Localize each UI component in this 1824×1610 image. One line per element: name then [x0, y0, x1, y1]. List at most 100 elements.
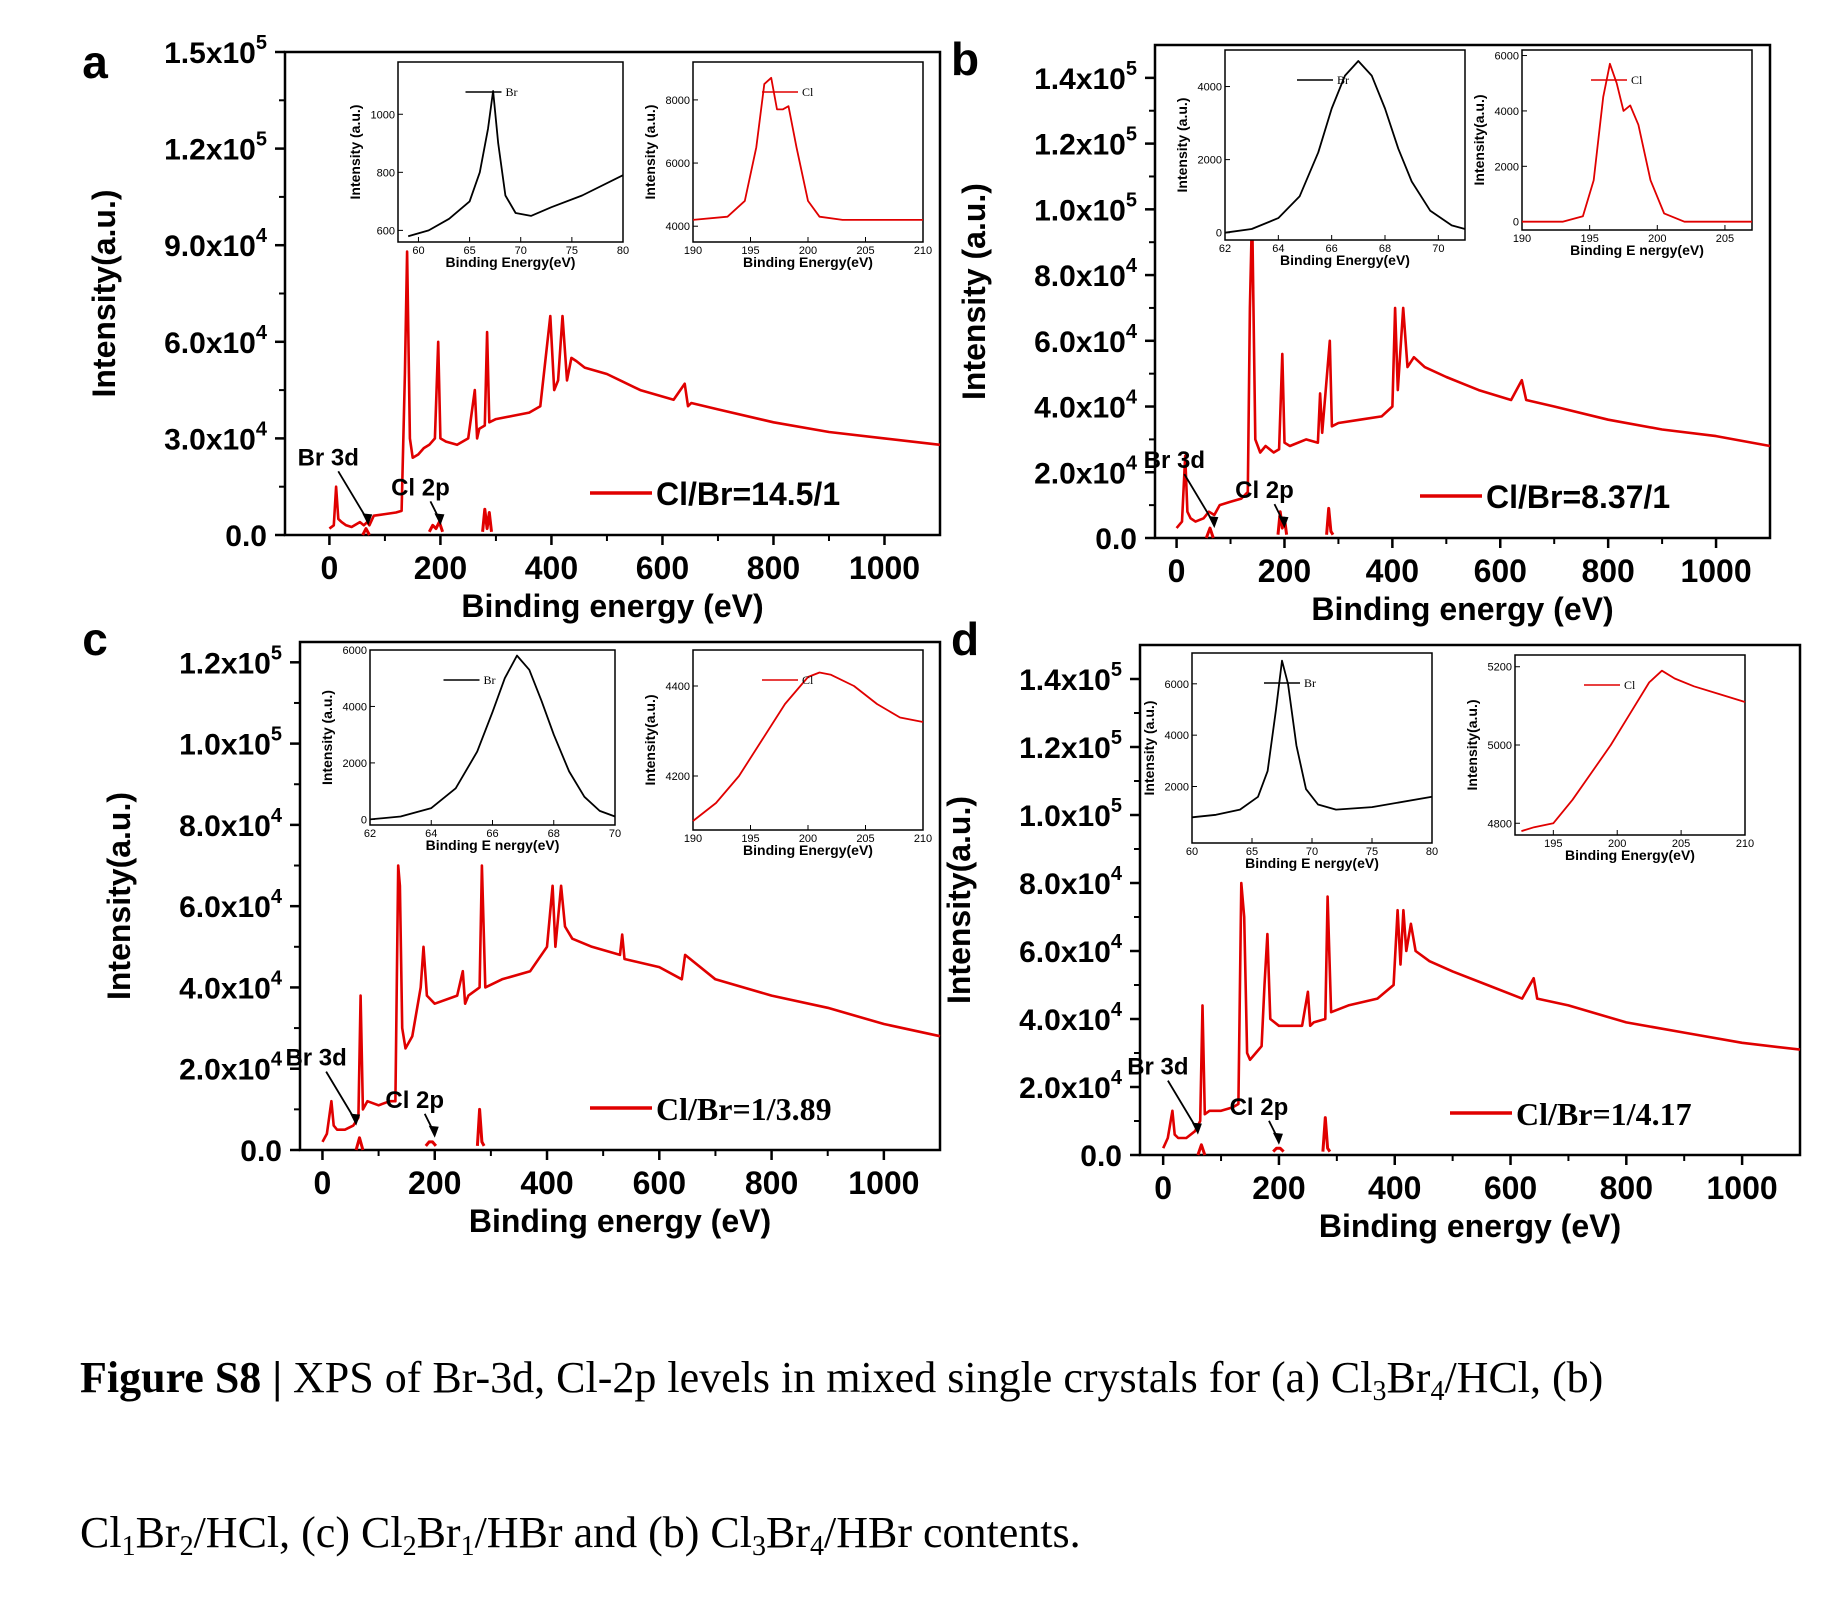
- inset-x-tick-label: 205: [1716, 233, 1734, 245]
- inset-x-tick-label: 195: [1580, 233, 1598, 245]
- inset-y-tick-label: 0: [1216, 228, 1222, 240]
- x-tick-label: 200: [1258, 553, 1311, 589]
- inset-x-tick-label: 200: [799, 245, 817, 257]
- x-tick-label: 0: [321, 550, 339, 586]
- series-line: [1325, 506, 1335, 536]
- inset-y-tick-label: 4000: [1198, 82, 1222, 94]
- series-line: [481, 507, 493, 532]
- annotation-arrow: [325, 1071, 357, 1123]
- inset-y-tick-label: 5000: [1488, 740, 1512, 752]
- y-tick-label: 0.0: [1080, 1140, 1122, 1173]
- inset-x-tick-label: 70: [1432, 243, 1444, 255]
- inset-x-tick-label: 195: [741, 833, 759, 845]
- inset-series-line: [1224, 60, 1466, 234]
- peak-annotation: Cl 2p: [1230, 1094, 1289, 1121]
- y-tick-mantissa: 1.2x10: [179, 647, 271, 680]
- y-tick-label: 9.0x104: [164, 225, 268, 263]
- inset-y-tick-label: 6000: [666, 158, 690, 170]
- panel-c: c0 200 400 600 800 10000.02.0x1044.0x1046.0x1…: [82, 613, 942, 1239]
- annotation-arrowhead: [362, 513, 373, 526]
- inset-legend-label: Cl: [1624, 678, 1636, 692]
- y-tick-mantissa: 1.0x10: [1019, 800, 1111, 833]
- y-tick-mantissa: 6.0x10: [164, 327, 256, 360]
- x-axis-label: Binding energy (eV): [1311, 591, 1613, 627]
- y-tick-label: 6.0x104: [164, 322, 268, 360]
- inset-legend-label: Br: [1337, 73, 1349, 87]
- inset-y-tick-label: 800: [377, 167, 395, 179]
- y-tick-exponent: 4: [271, 805, 283, 827]
- y-axis-label: Intensity (a.u.): [956, 183, 992, 400]
- figure-s8: a 0 200 400 600 800 1000 0.0 3.0x104 6.0x104 9.0x1…: [82, 32, 1802, 1244]
- y-tick-label: 1.2x105: [164, 129, 267, 167]
- inset-x-tick-label: 210: [914, 245, 932, 257]
- panel-d: d0 200 400 600 800 10000.02.0x1044.0x1046.0x1…: [941, 613, 1802, 1244]
- inset-x-tick-label: 60: [412, 245, 424, 257]
- inset-frame: [1224, 49, 1466, 241]
- inset-cl-plot: 190 195 200 205 210 4200 4400 Binding Energy(eV…: [642, 649, 932, 858]
- inset-frame: [1514, 654, 1746, 836]
- inset-y-tick-label: 5200: [1488, 662, 1512, 674]
- inset-x-tick-label: 68: [548, 828, 560, 840]
- series-line: [427, 520, 445, 533]
- inset-frame: [1521, 49, 1753, 231]
- figure-svg: a0 200 400 600 800 10000.03.0x1046.0x1049.0x1…: [82, 32, 1802, 1244]
- inset-y-tick-label: 600: [377, 225, 395, 237]
- series-line: [361, 527, 371, 536]
- caption-text: Br: [1386, 1353, 1431, 1402]
- y-tick-mantissa: 4.0x10: [1034, 392, 1126, 425]
- y-tick-label: 4.0x104: [1034, 387, 1138, 425]
- inset-x-tick-label: 60: [1186, 846, 1198, 858]
- y-axis-label: Intensity(a.u.): [101, 792, 137, 1000]
- annotation-arrowhead: [1191, 1122, 1202, 1135]
- inset-x-tick-label: 65: [1246, 846, 1258, 858]
- x-tick-label: 600: [1484, 1170, 1537, 1206]
- x-tick-label: 800: [745, 1165, 798, 1201]
- y-tick-exponent: 4: [1126, 321, 1138, 343]
- y-tick-exponent: 4: [1126, 452, 1138, 474]
- peak-annotation: Cl 2p: [1235, 477, 1294, 504]
- y-tick-exponent: 4: [1111, 931, 1123, 953]
- caption-subscript: 1: [121, 1531, 136, 1562]
- annotation-arrowhead: [434, 513, 445, 526]
- y-tick-exponent: 4: [1111, 863, 1123, 885]
- inset-x-tick-label: 70: [1306, 846, 1318, 858]
- panel-b: b0 200 400 600 800 10000.02.0x1044.0x1046.0x1…: [951, 33, 1772, 627]
- inset-x-tick-label: 62: [364, 828, 376, 840]
- inset-series-line: [369, 654, 616, 821]
- inset-y-tick-label: 4400: [666, 681, 690, 693]
- annotation-arrowhead: [350, 1113, 361, 1126]
- inset-x-tick-label: 66: [1326, 243, 1338, 255]
- peak-annotation: Cl 2p: [385, 1087, 444, 1114]
- x-tick-label: 200: [414, 550, 467, 586]
- y-tick-mantissa: 1.5x10: [164, 37, 256, 70]
- y-tick-mantissa: 1.2x10: [1019, 732, 1111, 765]
- y-tick-label: 6.0x104: [1019, 931, 1123, 969]
- inset-cl-plot: 190 195 200 205 0 2000 4000 6000 Binding E nergy…: [1471, 49, 1753, 258]
- panel-label: a: [82, 36, 108, 88]
- x-tick-label: 200: [408, 1165, 461, 1201]
- inset-y-tick-label: 4000: [343, 701, 367, 713]
- inset-y-tick-label: 2000: [1165, 782, 1189, 794]
- inset-x-tick-label: 210: [1736, 838, 1754, 850]
- inset-x-tick-label: 205: [1672, 838, 1690, 850]
- inset-x-tick-label: 65: [463, 245, 475, 257]
- y-tick-exponent: 4: [1126, 255, 1138, 277]
- inset-x-axis-label: Binding Energy(eV): [1280, 252, 1410, 268]
- x-tick-label: 1000: [1680, 553, 1751, 589]
- y-tick-label: 2.0x104: [1034, 452, 1138, 490]
- inset-br-plot: 62 64 66 68 70 0 2000 4000 Binding Energy(eV) Int…: [1174, 49, 1466, 268]
- inset-x-tick-label: 200: [799, 833, 817, 845]
- caption-subscript: 4: [1430, 1376, 1445, 1407]
- series-line: [1162, 881, 1801, 1149]
- y-tick-label: 1.4x105: [1034, 58, 1137, 96]
- y-tick-label: 2.0x104: [1019, 1067, 1123, 1105]
- y-tick-exponent: 5: [1126, 124, 1137, 146]
- legend-label: Cl/Br=1/4.17: [1516, 1096, 1692, 1132]
- y-tick-label: 6.0x104: [1034, 321, 1138, 359]
- x-tick-label: 800: [1600, 1170, 1653, 1206]
- y-tick-exponent: 5: [271, 642, 282, 664]
- y-tick-exponent: 5: [1111, 795, 1122, 817]
- x-tick-label: 400: [1368, 1170, 1421, 1206]
- caption-label: Figure S8: [80, 1353, 262, 1402]
- inset-y-tick-label: 6000: [1495, 51, 1519, 63]
